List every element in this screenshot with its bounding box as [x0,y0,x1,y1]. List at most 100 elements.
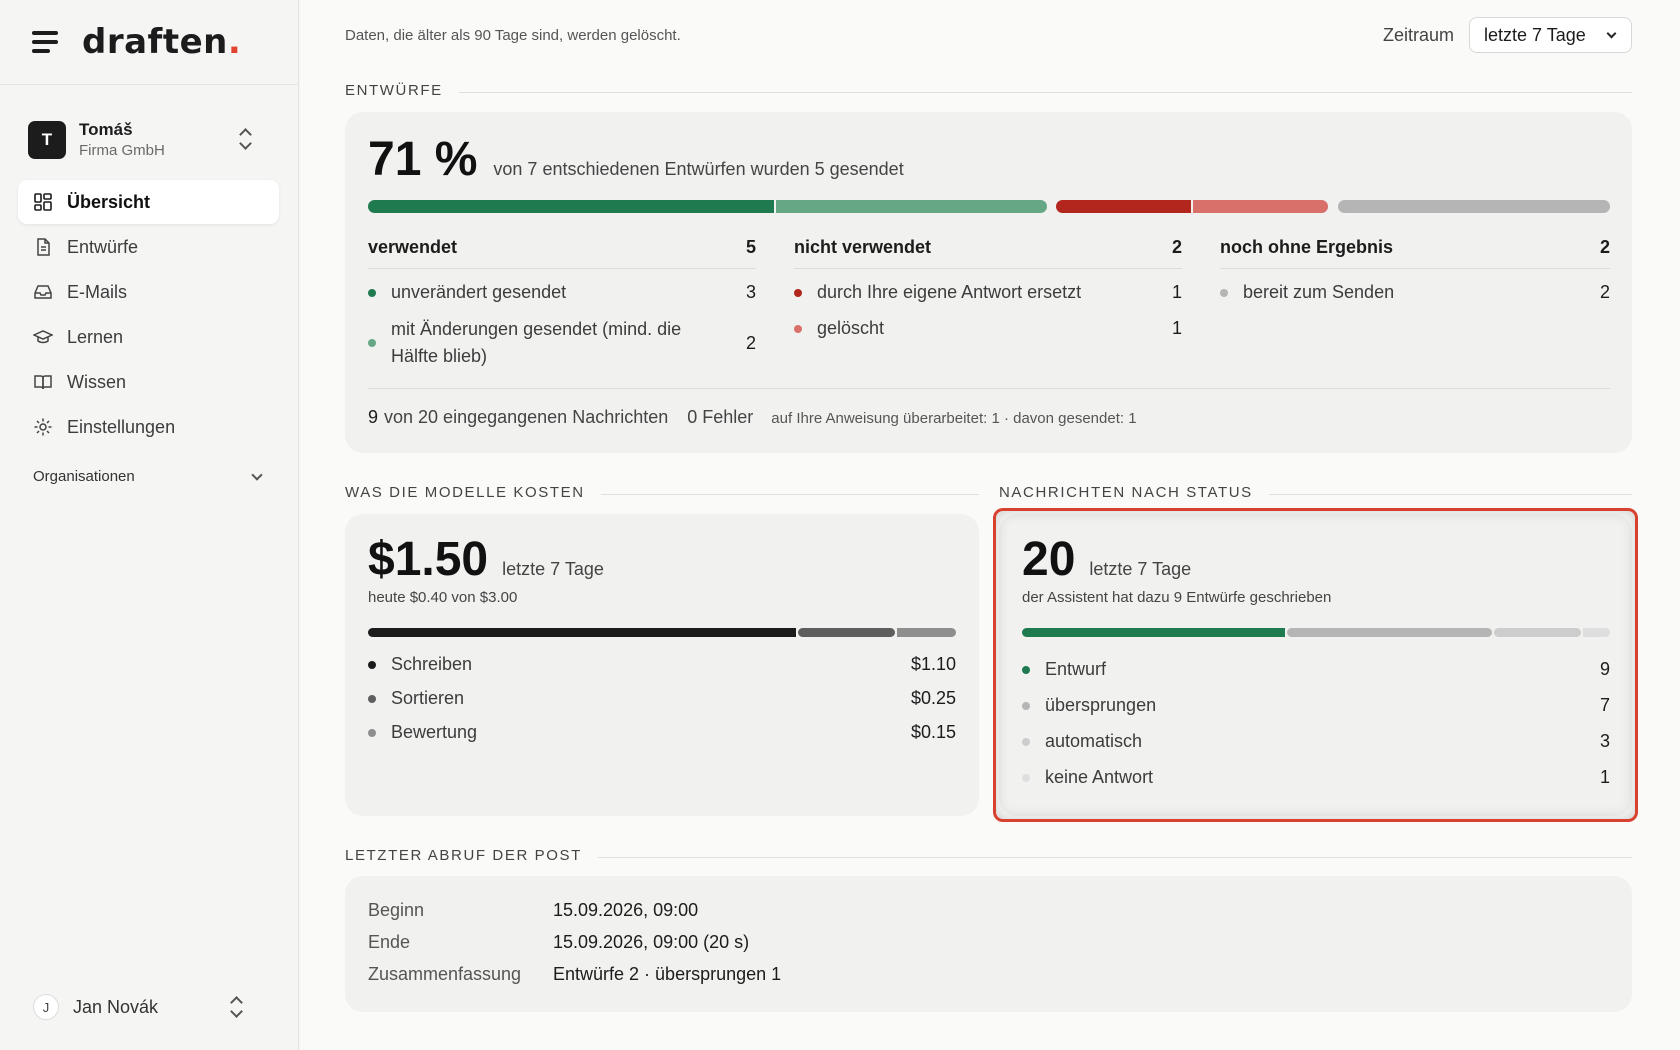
chevron-updown-icon [238,128,252,150]
fetch-row-end: Ende 15.09.2026, 09:00 (20 s) [368,932,750,952]
incoming-text: von 20 eingegangenen Nachrichten [384,407,669,427]
sidebar-header: draften. [0,0,298,85]
bar-seg-deleted [1193,200,1328,213]
user-avatar: J [33,994,59,1020]
book-icon [34,375,52,390]
costs-today: heute $0.40 von $3.00 [368,589,518,606]
account-company: Firma GmbH [79,142,165,160]
status-dot [794,288,802,297]
main-nav: Übersicht Entwürfe E-Mails Lernen Wissen… [18,180,279,450]
status-dot [1022,665,1030,674]
bar-seg-draft [1022,628,1285,637]
list-item: Entwurf 9 [1022,659,1610,680]
used-header: verwendet 5 [368,237,756,269]
drafts-bar [368,200,1610,213]
status-dot [368,694,376,703]
bar-seg-no-reply [1583,628,1610,637]
list-item: Schreiben $1.10 [368,654,956,675]
status-total: 20 [1022,533,1076,586]
nav-item-emails[interactable]: E-Mails [18,270,279,314]
period-value: letzte 7 Tage [1484,24,1586,45]
chevron-down-icon [251,468,263,481]
status-dot [368,728,376,737]
topbar: Daten, die älter als 90 Tage sind, werde… [345,0,1632,70]
fetch-row-summary: Zusammenfassung Entwürfe 2 · übersprungen… [368,964,782,984]
section-title-costs: WAS DIE MODELLE KOSTEN [345,484,979,501]
menu-icon[interactable] [32,31,60,53]
dashboard-icon [34,193,52,211]
account-switcher[interactable]: T Tomáš Firma GmbH [28,116,272,164]
list-item: übersprungen 7 [1022,695,1610,716]
nav-label: Wissen [67,371,127,392]
status-card: 20 letzte 7 Tage der Assistent hat dazu … [999,514,1632,816]
not-used-header: nicht verwendet 2 [794,237,1182,269]
chevron-down-icon [1606,28,1617,38]
nav-label: E-Mails [67,281,128,302]
list-item: keine Antwort 1 [1022,767,1610,788]
nav-label: Entwürfe [67,236,139,257]
user-name: Jan Novák [73,996,159,1017]
bar-seg-pending [1338,200,1610,213]
bar-seg-skipped [1287,628,1492,637]
account-name: Tomáš [79,120,133,140]
costs-period: letzte 7 Tage [502,559,604,579]
list-item: gelöscht 1 [794,318,1182,339]
graduation-cap-icon [33,330,53,344]
gear-icon [34,418,52,436]
costs-bar [368,628,956,637]
list-item: Sortieren $0.25 [368,688,956,709]
period-label: Zeitraum [1382,24,1454,45]
bar-seg-changed [776,200,1047,213]
organizations-toggle[interactable]: Organisationen [33,468,265,485]
drafts-footer: 9 von 20 eingegangenen Nachrichten 0 Feh… [368,407,1137,428]
status-dot [794,324,802,333]
costs-total: $1.50 [368,533,489,586]
list-item: bereit zum Senden 2 [1220,282,1610,303]
nav-item-learn[interactable]: Lernen [18,315,279,359]
list-item: automatisch 3 [1022,731,1610,752]
pending-header: noch ohne Ergebnis 2 [1220,237,1610,269]
list-item: unverändert gesendet 3 [368,282,756,303]
nav-item-drafts[interactable]: Entwürfe [18,225,279,269]
bar-seg-rating [897,628,956,637]
bar-seg-unchanged [368,200,774,213]
period-select[interactable]: letzte 7 Tage [1469,17,1632,53]
drafts-card: 71 % von 7 entschiedenen Entwürfen wurde… [345,112,1632,453]
inbox-icon [34,285,52,299]
logo[interactable]: draften. [82,22,242,62]
bar-seg-replaced [1056,200,1191,213]
list-item: mit Änderungen gesendet (mind. die Hälfte… [368,316,756,370]
status-dot [368,660,376,669]
chevron-updown-icon [229,996,243,1018]
section-title-fetch: LETZTER ABRUF DER POST [345,847,1632,864]
nav-item-overview[interactable]: Übersicht [18,180,279,224]
nav-item-settings[interactable]: Einstellungen [18,405,279,449]
user-menu[interactable]: J Jan Novák [33,992,265,1022]
status-bar [1022,628,1610,637]
bar-seg-sorting [798,628,895,637]
incoming-count: 9 [368,407,379,427]
period-filter: Zeitraum letzte 7 Tage [1383,17,1632,53]
fetch-card: Beginn 15.09.2026, 09:00 Ende 15.09.2026, … [345,876,1632,1012]
sidebar: draften. T Tomáš Firma GmbH Übersicht En… [0,0,299,1050]
status-dot [1022,773,1030,782]
divider [368,388,1610,389]
drafts-caption: von 7 entschiedenen Entwürfen wurden 5 g… [493,159,904,179]
status-dot [1220,288,1228,297]
nav-label: Einstellungen [67,416,176,437]
main-content: Daten, die älter als 90 Tage sind, werde… [300,0,1680,1050]
bar-seg-automatic [1494,628,1581,637]
nav-label: Übersicht [67,191,151,212]
organizations-label: Organisationen [33,468,135,485]
drafts-percent: 71 % [368,133,478,186]
status-dot [1022,737,1030,746]
status-dot [368,288,376,297]
bar-seg-writing [368,628,796,637]
list-item: durch Ihre eigene Antwort ersetzt 1 [794,282,1182,303]
section-title-status: NACHRICHTEN NACH STATUS [999,484,1632,501]
account-avatar: T [28,121,66,159]
nav-item-knowledge[interactable]: Wissen [18,360,279,404]
status-dot [1022,701,1030,710]
status-dot [368,339,376,347]
section-title-drafts: ENTWÜRFE [345,82,1632,99]
